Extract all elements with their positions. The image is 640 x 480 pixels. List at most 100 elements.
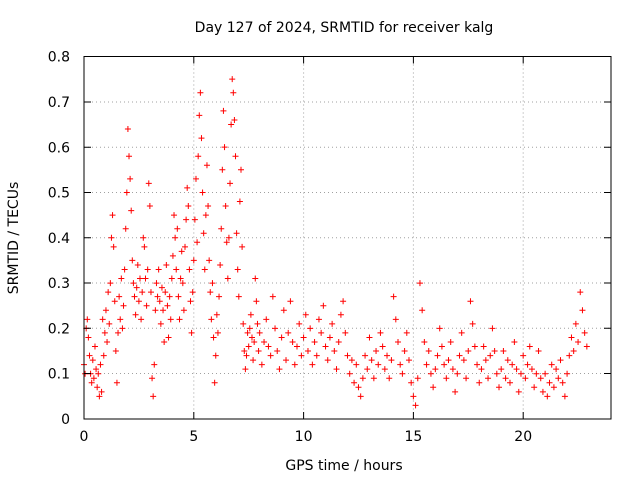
data-point bbox=[445, 357, 452, 364]
data-point bbox=[235, 293, 242, 300]
data-point bbox=[357, 393, 364, 400]
data-point bbox=[397, 361, 404, 368]
data-point bbox=[166, 293, 173, 300]
y-tick-label: 0.6 bbox=[48, 140, 70, 156]
data-point bbox=[454, 370, 461, 377]
data-point bbox=[253, 298, 260, 305]
data-point bbox=[113, 379, 120, 386]
data-point bbox=[373, 348, 380, 355]
data-point bbox=[320, 302, 327, 309]
data-point bbox=[513, 366, 520, 373]
data-point bbox=[329, 320, 336, 327]
data-point bbox=[493, 370, 500, 377]
data-point bbox=[471, 343, 478, 350]
data-point bbox=[456, 352, 463, 359]
data-point bbox=[561, 393, 568, 400]
data-point bbox=[304, 348, 311, 355]
data-point bbox=[300, 334, 307, 341]
data-point bbox=[550, 384, 557, 391]
data-point bbox=[346, 370, 353, 377]
data-point bbox=[401, 348, 408, 355]
data-point bbox=[243, 352, 250, 359]
data-point bbox=[478, 366, 485, 373]
data-point bbox=[151, 361, 158, 368]
data-point bbox=[98, 388, 105, 395]
data-point bbox=[261, 338, 268, 345]
data-point bbox=[228, 121, 235, 128]
y-tick-label: 0.1 bbox=[48, 367, 70, 383]
data-point bbox=[143, 302, 150, 309]
data-point bbox=[122, 225, 129, 232]
data-point bbox=[246, 325, 253, 332]
data-point bbox=[498, 366, 505, 373]
data-point bbox=[511, 338, 518, 345]
data-point bbox=[517, 370, 524, 377]
data-point bbox=[539, 388, 546, 395]
data-point bbox=[388, 357, 395, 364]
data-point bbox=[252, 275, 259, 282]
data-point bbox=[337, 311, 344, 318]
data-point bbox=[476, 379, 483, 386]
data-point bbox=[95, 370, 102, 377]
data-point bbox=[255, 348, 262, 355]
data-point bbox=[390, 293, 397, 300]
data-point bbox=[485, 375, 492, 382]
data-point bbox=[207, 289, 214, 296]
data-point bbox=[155, 266, 162, 273]
data-point bbox=[359, 375, 366, 382]
data-point bbox=[469, 320, 476, 327]
data-point bbox=[217, 261, 224, 268]
data-point bbox=[460, 357, 467, 364]
data-point bbox=[555, 375, 562, 382]
data-point bbox=[124, 126, 131, 132]
data-point bbox=[176, 316, 183, 323]
data-point bbox=[108, 234, 115, 241]
data-point bbox=[322, 343, 329, 350]
data-point bbox=[144, 266, 151, 273]
data-point bbox=[535, 348, 542, 355]
data-point bbox=[241, 348, 248, 355]
data-point bbox=[509, 361, 516, 368]
data-point bbox=[182, 243, 189, 250]
data-point bbox=[163, 261, 170, 268]
data-point bbox=[168, 275, 175, 282]
data-point bbox=[133, 284, 140, 291]
data-point bbox=[118, 275, 125, 282]
data-point bbox=[427, 370, 434, 377]
data-point bbox=[107, 280, 114, 287]
data-point bbox=[138, 316, 145, 323]
data-point bbox=[568, 334, 575, 341]
data-point bbox=[186, 266, 193, 273]
data-point bbox=[307, 325, 314, 332]
y-ticks bbox=[84, 56, 611, 420]
data-point bbox=[438, 343, 445, 350]
data-point bbox=[192, 175, 199, 182]
x-tick-label: 5 bbox=[189, 429, 198, 445]
data-point bbox=[489, 325, 496, 332]
data-point bbox=[379, 343, 386, 350]
data-point bbox=[384, 352, 391, 359]
data-point bbox=[189, 289, 196, 296]
data-point bbox=[205, 203, 212, 210]
data-point bbox=[340, 298, 347, 305]
data-point bbox=[242, 366, 249, 373]
data-point bbox=[136, 275, 143, 282]
data-point bbox=[139, 289, 146, 296]
data-point bbox=[224, 275, 231, 282]
data-point bbox=[285, 329, 292, 336]
data-point bbox=[570, 348, 577, 355]
data-point bbox=[165, 334, 172, 341]
data-point bbox=[116, 293, 123, 300]
data-point bbox=[287, 298, 294, 305]
data-point bbox=[183, 216, 190, 223]
y-tick-label: 0.3 bbox=[48, 276, 70, 292]
data-point bbox=[572, 320, 579, 327]
data-point bbox=[443, 375, 450, 382]
data-point bbox=[211, 379, 218, 386]
data-point bbox=[111, 298, 118, 305]
data-point bbox=[160, 307, 167, 314]
data-point bbox=[419, 307, 426, 314]
data-point bbox=[161, 338, 168, 345]
data-point bbox=[416, 280, 423, 287]
